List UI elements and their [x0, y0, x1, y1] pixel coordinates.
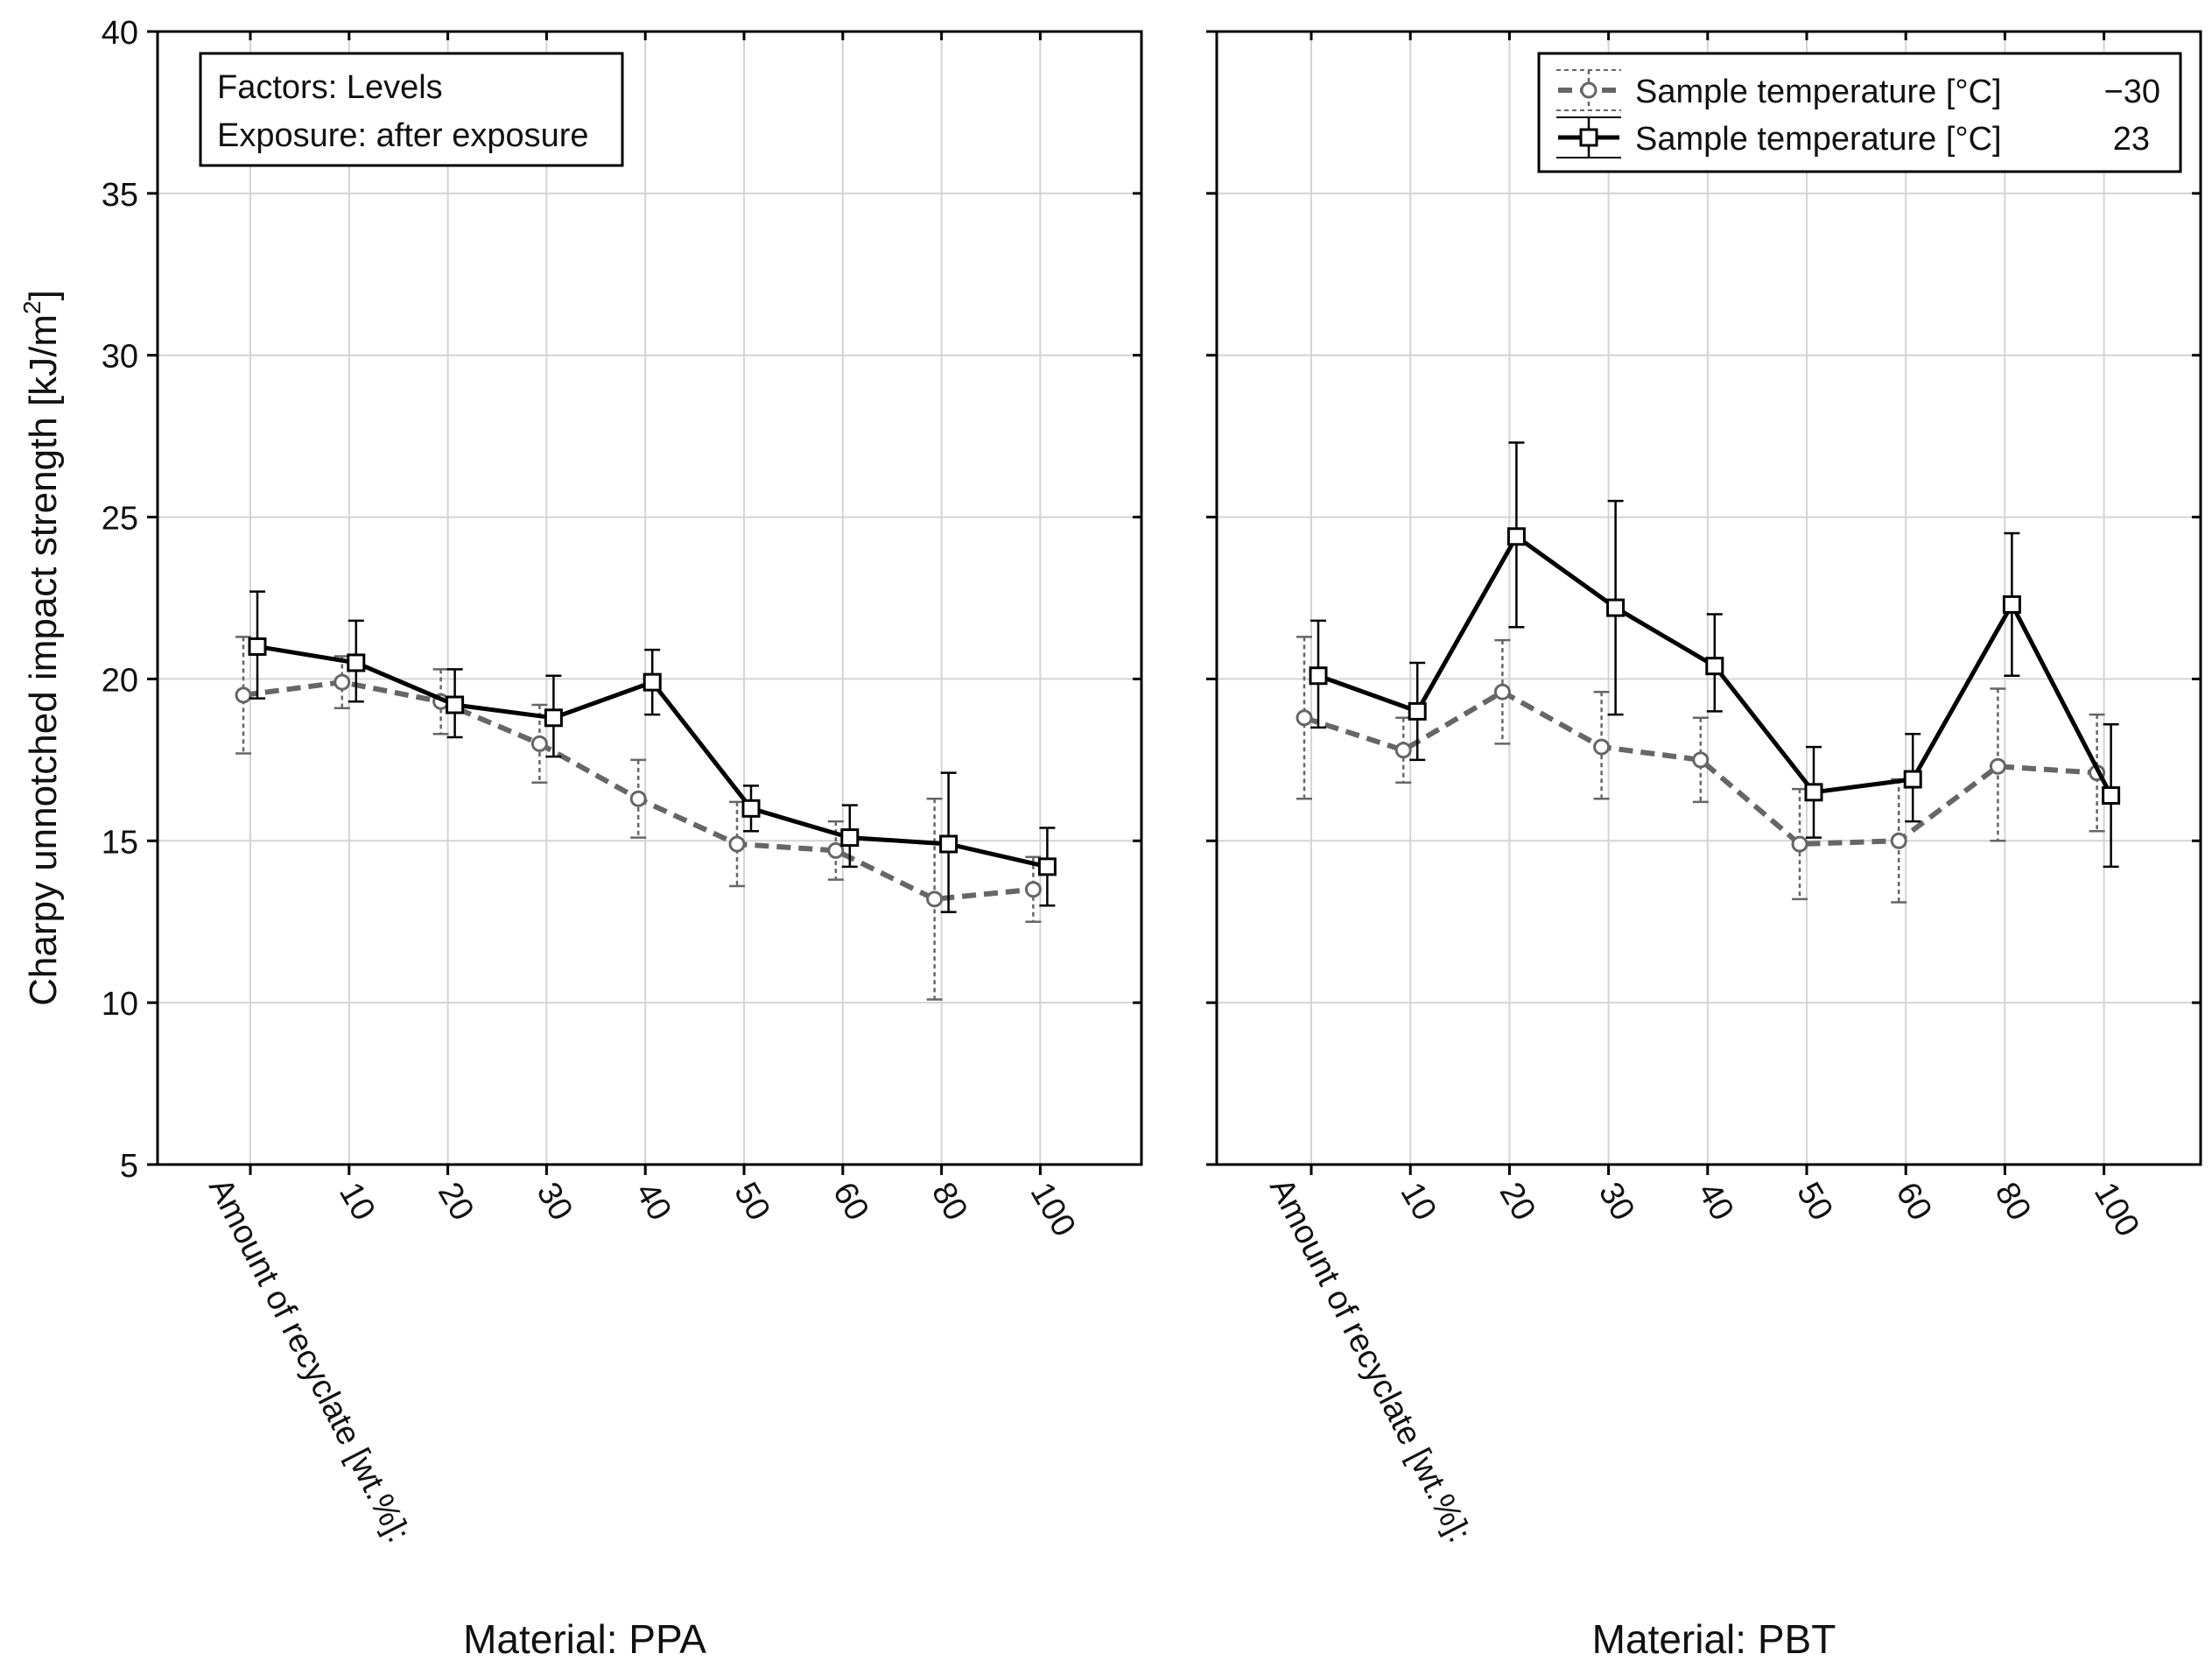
x-tick-label: 10 — [332, 1177, 383, 1228]
data-point — [1705, 657, 1724, 676]
data-point — [1804, 783, 1823, 802]
plot-area — [1217, 32, 2201, 1165]
legend-entry-label: Sample temperature [°C] — [1635, 121, 2002, 158]
x-tick-label: 80 — [924, 1177, 975, 1228]
legend-swatch-circle — [1580, 81, 1598, 99]
factors-box-line2: Exposure: after exposure — [217, 117, 589, 154]
legend-entry-23: Sample temperature [°C] 23 — [1556, 116, 2150, 158]
x-tick-label: 50 — [1789, 1177, 1840, 1228]
x-tick-label: 40 — [1690, 1177, 1741, 1228]
x-tick-label: 100 — [1023, 1177, 1083, 1243]
legend-entry-minus30: Sample temperature [°C] −30 — [1556, 69, 2160, 111]
data-point — [1989, 757, 2006, 775]
legend-frame — [1537, 52, 2182, 173]
data-point — [544, 708, 563, 728]
data-point — [248, 637, 267, 656]
x-tick-label: 20 — [431, 1177, 481, 1228]
y-axis-title-main: Charpy unnotched impact strength [kJ/m — [22, 314, 65, 1006]
x-axis-title-pbt: Amount of recyclate [wt.%]: — [1262, 1172, 1478, 1548]
data-point — [1024, 881, 1042, 898]
data-point — [1408, 701, 1427, 721]
data-point — [347, 653, 366, 672]
y-axis-title-close: ] — [22, 290, 65, 300]
data-point — [1593, 738, 1611, 756]
x-axis-title-ppa: Amount of recyclate [wt.%]: — [201, 1172, 417, 1548]
x-tick-label: 60 — [825, 1177, 876, 1228]
data-point — [1890, 832, 1907, 849]
data-point — [334, 673, 351, 691]
data-point — [926, 890, 944, 908]
data-point — [1037, 857, 1057, 876]
data-point — [629, 790, 647, 807]
data-point — [2102, 786, 2121, 806]
series-minus30-pbt — [1296, 636, 2106, 904]
x-tick-label: 20 — [1492, 1177, 1543, 1228]
data-point — [446, 695, 465, 714]
x-tick-label: 50 — [727, 1177, 777, 1228]
material-label-pbt: Material: PBT — [1592, 1616, 1836, 1662]
legend-entry-value: 23 — [2113, 121, 2150, 158]
data-point — [530, 735, 548, 752]
data-point — [1309, 666, 1328, 686]
data-point — [827, 841, 845, 859]
data-point — [1493, 683, 1511, 700]
series-23-pbt — [1309, 441, 2121, 869]
data-point — [235, 686, 252, 704]
y-axis-title-superscript: 2 — [18, 300, 46, 314]
legend-entry-label: Sample temperature [°C] — [1635, 74, 2002, 110]
y-tick-label: 15 — [102, 824, 138, 861]
factors-box-line1: Factors: Levels — [217, 69, 443, 106]
factors-box: Factors: Levels Exposure: after exposure — [199, 52, 624, 167]
x-tick-label: 10 — [1393, 1177, 1443, 1228]
series-23-ppa — [248, 590, 1057, 913]
material-label-ppa: Material: PPA — [463, 1616, 706, 1662]
x-tick-label: 30 — [1591, 1177, 1642, 1228]
y-axis-title: Charpy unnotched impact strength [kJ/m2] — [18, 290, 65, 1006]
y-tick-label: 10 — [102, 986, 138, 1023]
panel-pbt: 10 20 30 40 50 60 80 100 Amount of recyclate [wt… — [1206, 30, 2202, 1548]
x-tick-label: 60 — [1888, 1177, 1939, 1228]
x-tick-label: 100 — [2087, 1177, 2146, 1243]
x-tick-label: 80 — [1988, 1177, 2039, 1228]
data-point — [1296, 709, 1313, 727]
series-minus30-ppa — [235, 636, 1042, 1001]
y-tick-label: 20 — [102, 662, 138, 699]
series-line — [1303, 689, 2097, 847]
y-tick-label: 5 — [120, 1148, 138, 1185]
data-point — [643, 672, 662, 692]
data-point — [1394, 742, 1412, 759]
plot-frame — [156, 30, 1143, 1166]
x-tick-label: 40 — [628, 1177, 678, 1228]
y-tick-label: 40 — [102, 15, 138, 52]
legend-swatch-square — [1579, 128, 1598, 147]
data-point — [840, 828, 860, 848]
y-tick-label: 30 — [102, 339, 138, 376]
factors-box-frame — [199, 52, 624, 167]
x-tick-label: 30 — [530, 1177, 580, 1228]
data-point — [1791, 835, 1808, 853]
y-tick-label: 25 — [102, 501, 138, 538]
data-point — [741, 799, 761, 818]
data-point — [939, 834, 959, 854]
legend-entry-value: −30 — [2104, 74, 2160, 110]
data-point — [2002, 595, 2021, 614]
data-point — [728, 835, 746, 853]
data-point — [1903, 770, 1922, 789]
plot-area — [158, 32, 1141, 1165]
data-point — [1506, 527, 1526, 546]
panel-ppa: 5 10 15 20 25 30 35 40 10 20 30 40 50 60 80 100 Amount o… — [102, 15, 1143, 1548]
legend: Sample temperature [°C] −30 Sample tempe… — [1537, 52, 2182, 173]
data-point — [1692, 751, 1710, 769]
data-point — [1606, 598, 1626, 617]
y-tick-label: 35 — [102, 177, 138, 214]
